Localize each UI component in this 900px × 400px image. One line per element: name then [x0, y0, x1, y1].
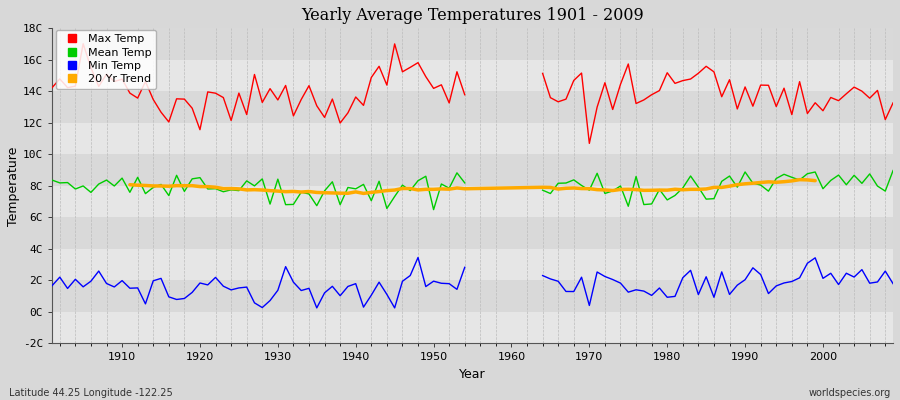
Bar	[52, 249, 893, 280]
Bar	[52, 91, 893, 123]
Text: Latitude 44.25 Longitude -122.25: Latitude 44.25 Longitude -122.25	[9, 388, 173, 398]
Bar	[52, 154, 893, 186]
Bar	[52, 280, 893, 312]
Bar	[52, 312, 893, 344]
Bar	[52, 217, 893, 249]
Legend: Max Temp, Mean Temp, Min Temp, 20 Yr Trend: Max Temp, Mean Temp, Min Temp, 20 Yr Tre…	[56, 30, 157, 89]
Bar	[52, 123, 893, 154]
Bar	[52, 28, 893, 60]
Bar	[52, 186, 893, 217]
Title: Yearly Average Temperatures 1901 - 2009: Yearly Average Temperatures 1901 - 2009	[302, 7, 644, 24]
Text: worldspecies.org: worldspecies.org	[809, 388, 891, 398]
Y-axis label: Temperature: Temperature	[7, 146, 20, 226]
Bar	[52, 60, 893, 91]
X-axis label: Year: Year	[459, 368, 486, 381]
